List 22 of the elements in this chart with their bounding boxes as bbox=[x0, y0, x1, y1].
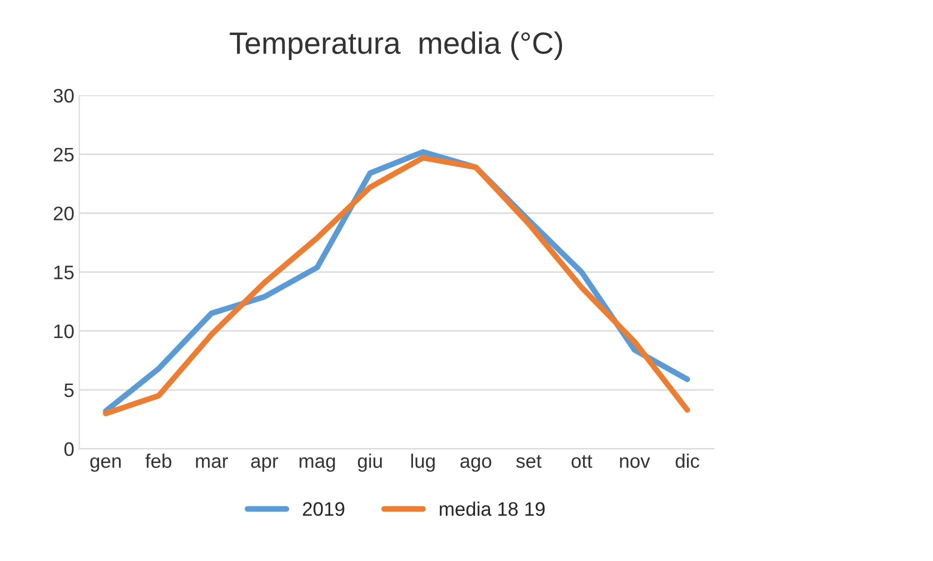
y-tick-label: 5 bbox=[64, 384, 74, 398]
y-tick-label: 25 bbox=[54, 148, 74, 162]
x-tick-label: nov bbox=[620, 457, 650, 468]
y-tick-label: 10 bbox=[54, 324, 74, 338]
x-tick-label: ago bbox=[460, 457, 492, 472]
x-tick-label: gen bbox=[90, 457, 121, 472]
chart-title: Temperatura media (°C) bbox=[230, 32, 562, 60]
x-tick-label: mag bbox=[300, 457, 335, 472]
x-tick-label: mar bbox=[196, 457, 228, 468]
x-tick-label: dic bbox=[676, 454, 700, 468]
x-tick-label: giu bbox=[358, 454, 382, 472]
x-tick-label: ott bbox=[572, 455, 592, 468]
legend-label: 2019 bbox=[302, 502, 344, 516]
x-tick-label: lug bbox=[411, 454, 435, 472]
y-tick-label: 30 bbox=[54, 88, 74, 103]
y-tick-label: 0 bbox=[64, 442, 74, 456]
x-tick-label: apr bbox=[251, 457, 278, 472]
x-tick-label: set bbox=[516, 455, 542, 468]
y-tick-label: 15 bbox=[54, 266, 74, 280]
x-tick-label: feb bbox=[145, 454, 172, 468]
y-tick-label: 20 bbox=[54, 206, 74, 220]
legend-label: media 18 19 bbox=[440, 502, 545, 516]
